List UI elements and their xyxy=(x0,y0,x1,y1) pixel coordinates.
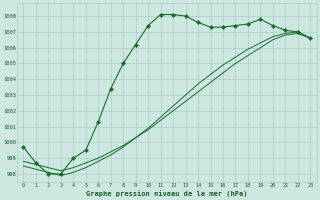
X-axis label: Graphe pression niveau de la mer (hPa): Graphe pression niveau de la mer (hPa) xyxy=(86,190,248,197)
